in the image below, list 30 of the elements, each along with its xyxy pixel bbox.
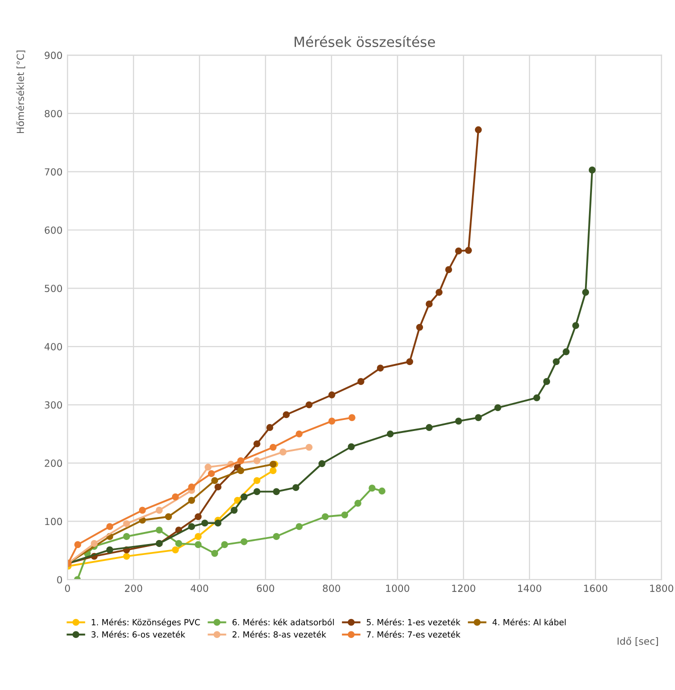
x-tick-label: 200 bbox=[124, 584, 142, 592]
x-tick-label: 1000 bbox=[386, 584, 410, 592]
x-tick-label: 400 bbox=[190, 584, 208, 592]
x-tick-label: 0 bbox=[65, 584, 70, 592]
legend-label: 3. Mérés: 6-os vezeték bbox=[92, 630, 186, 638]
chart-title: Mérések összesítése bbox=[294, 36, 435, 48]
y-tick-label: 0 bbox=[57, 576, 62, 584]
legend-label: 4. Mérés: Al kábel bbox=[492, 618, 566, 626]
y-tick-label: 700 bbox=[44, 168, 62, 176]
y-tick-label: 600 bbox=[44, 226, 62, 234]
x-tick-label: 1200 bbox=[452, 584, 476, 592]
x-axis-title: Idő [sec] bbox=[618, 636, 658, 646]
y-tick-label: 300 bbox=[44, 401, 62, 409]
y-tick-label: 100 bbox=[45, 518, 62, 526]
y-axis-title: Hőmérséklet [°C] bbox=[16, 50, 26, 134]
legend-label: 2. Mérés: 8-as vezeték bbox=[232, 630, 326, 638]
y-tick-label: 200 bbox=[44, 460, 62, 467]
y-tick-label: 900 bbox=[44, 52, 62, 60]
x-tick-label: 1400 bbox=[518, 584, 542, 592]
legend-label: 5. Mérés: 1-es vezeték bbox=[366, 618, 460, 626]
x-tick-label: 1800 bbox=[650, 584, 674, 592]
y-tick-label: 800 bbox=[44, 110, 62, 118]
x-tick-label: 600 bbox=[256, 584, 274, 592]
x-tick-label: 1600 bbox=[584, 584, 608, 592]
y-tick-label: 400 bbox=[44, 343, 62, 350]
legend-label: 6. Mérés: kék adatsorból bbox=[232, 618, 334, 626]
x-tick-label: 800 bbox=[322, 584, 340, 592]
legend-label: 7. Mérés: 7-es vezeték bbox=[366, 630, 460, 638]
legend-label: 1. Mérés: Közönséges PVC bbox=[92, 618, 200, 627]
y-tick-label: 500 bbox=[44, 284, 62, 292]
